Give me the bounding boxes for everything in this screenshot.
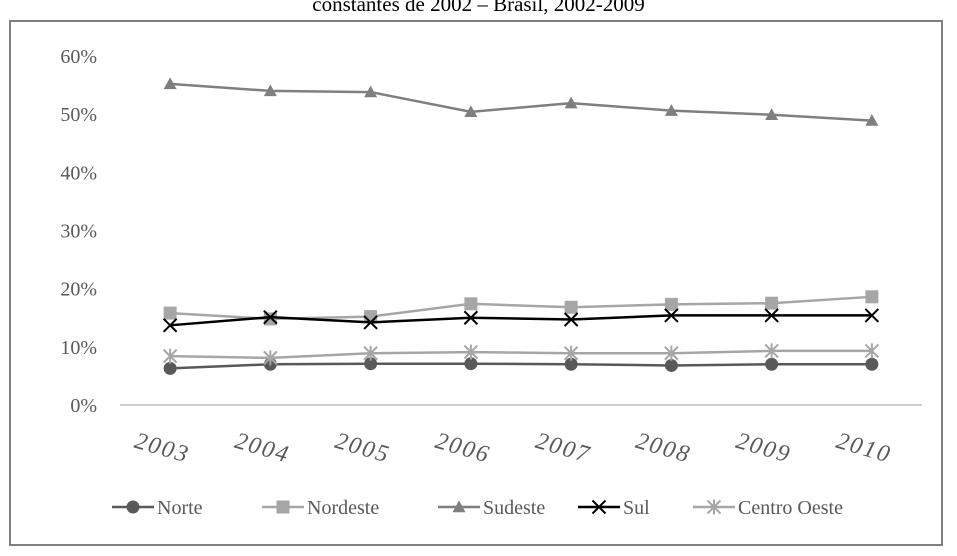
data-point-nordeste	[664, 297, 678, 311]
series-line-norte	[170, 362, 872, 370]
data-point-sudeste	[664, 104, 678, 116]
chart-frame	[9, 20, 943, 546]
data-point-centro-oeste	[764, 343, 779, 359]
data-point-norte	[464, 357, 478, 371]
data-point-norte	[865, 357, 879, 371]
x-tick-label: 2005	[332, 428, 393, 468]
y-tick-label: 50%	[60, 104, 97, 126]
legend-label-centro-oeste: Centro Oeste	[738, 497, 843, 519]
legend-marker-sudeste	[452, 500, 466, 513]
data-point-centro-oeste	[263, 350, 278, 366]
data-point-sul	[864, 308, 880, 323]
x-tick-label: 2003	[132, 428, 193, 468]
data-point-sul	[664, 308, 679, 323]
x-tick-label: 2010	[833, 428, 894, 468]
y-tick-label: 0%	[70, 395, 97, 417]
legend-label-nordeste: Nordeste	[307, 497, 379, 519]
data-point-centro-oeste	[162, 348, 178, 364]
legend-label-sul: Sul	[623, 497, 650, 519]
series-line-sul	[170, 314, 872, 327]
data-point-sudeste	[364, 85, 378, 98]
data-point-centro-oeste	[563, 345, 579, 361]
data-point-centro-oeste	[363, 345, 378, 361]
data-point-norte	[163, 361, 177, 375]
data-point-sudeste	[263, 84, 277, 97]
legend-label-norte: Norte	[157, 497, 203, 519]
data-point-nordeste	[765, 296, 779, 310]
data-point-centro-oeste	[864, 343, 880, 359]
data-point-sul	[162, 318, 178, 333]
data-point-sudeste	[865, 114, 879, 126]
legend-marker-norte	[126, 500, 140, 514]
data-point-nordeste	[865, 290, 879, 304]
data-point-nordeste	[163, 306, 177, 320]
data-point-sudeste	[163, 77, 177, 90]
series-line-sudeste	[170, 82, 872, 122]
data-point-centro-oeste	[664, 345, 679, 361]
data-point-sul	[363, 315, 378, 330]
legend-marker-sul	[591, 499, 607, 515]
x-tick-label: 2009	[733, 428, 794, 468]
x-tick-label: 2008	[633, 428, 694, 468]
y-tick-label: 10%	[60, 337, 97, 359]
data-point-sul	[764, 308, 779, 323]
data-point-norte	[364, 357, 378, 371]
x-tick-label: 2006	[432, 428, 493, 468]
legend-marker-nordeste	[276, 500, 290, 514]
data-point-sul	[463, 310, 479, 325]
data-point-nordeste	[263, 312, 277, 326]
data-point-nordeste	[564, 300, 578, 314]
data-point-sul	[563, 312, 579, 327]
data-point-sudeste	[765, 108, 779, 120]
series-line-centro-oeste	[170, 349, 872, 360]
legend-marker-centro-oeste	[706, 499, 722, 515]
data-point-norte	[564, 357, 578, 371]
data-point-centro-oeste	[463, 344, 479, 360]
data-point-sul	[263, 309, 278, 325]
chart-title: constantes de 2002 – Brasil, 2002-2009	[312, 0, 645, 16]
y-tick-label: 40%	[60, 162, 97, 184]
data-point-sudeste	[564, 96, 578, 109]
y-tick-label: 20%	[60, 279, 97, 301]
y-tick-label: 30%	[60, 221, 97, 243]
data-point-nordeste	[464, 297, 478, 311]
legend-label-sudeste: Sudeste	[483, 497, 545, 519]
data-point-sudeste	[464, 105, 478, 118]
x-tick-label: 2007	[533, 428, 594, 468]
data-point-norte	[664, 358, 678, 372]
y-tick-label: 60%	[60, 46, 97, 68]
data-point-norte	[765, 357, 779, 371]
x-tick-label: 2004	[232, 428, 293, 468]
